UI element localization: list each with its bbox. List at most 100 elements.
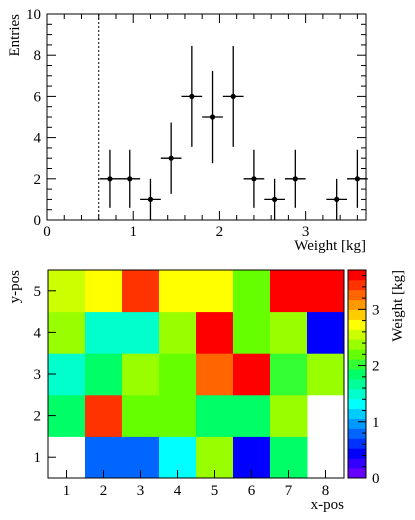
heatmap-cell bbox=[196, 311, 234, 354]
color-scale-label: Weight [kg] bbox=[390, 270, 406, 342]
color-scale-band bbox=[348, 319, 366, 330]
color-scale-band bbox=[348, 359, 366, 370]
heatmap-cells bbox=[48, 270, 345, 479]
color-scale-band bbox=[348, 438, 366, 449]
color-scale-band bbox=[348, 289, 366, 301]
top-x-tick-labels: 0 1 2 3 bbox=[43, 224, 309, 240]
color-scale-band bbox=[348, 339, 366, 350]
data-point bbox=[272, 196, 278, 202]
data-point bbox=[147, 196, 154, 202]
color-scale-tick-label: 2 bbox=[372, 359, 380, 375]
y-tick-label: 0 bbox=[34, 213, 42, 229]
color-scale-band bbox=[348, 279, 366, 291]
heatmap-frame bbox=[47, 269, 345, 479]
heatmap-cell bbox=[270, 394, 308, 437]
color-scale-band bbox=[348, 418, 366, 429]
color-scale-band bbox=[348, 329, 366, 340]
color-scale-band bbox=[348, 349, 366, 360]
data-point bbox=[189, 93, 195, 99]
top-plot-frame bbox=[46, 13, 367, 221]
data-point bbox=[292, 176, 298, 182]
color-scale-bands bbox=[348, 270, 366, 479]
heatmap-cell bbox=[270, 353, 308, 396]
y-tick-label: 4 bbox=[34, 131, 42, 147]
color-scale-band bbox=[348, 369, 366, 380]
heatmap-cell bbox=[159, 311, 197, 354]
x-tick-label: 1 bbox=[129, 224, 137, 240]
heatmap-x-tick-label: 7 bbox=[285, 483, 293, 499]
heatmap-ticks bbox=[48, 290, 326, 478]
x-tick-label: 3 bbox=[302, 224, 310, 240]
heatmap-cell bbox=[307, 270, 345, 313]
y-tick-label: 8 bbox=[34, 48, 42, 64]
color-scale-tick-label: 0 bbox=[372, 471, 380, 487]
color-scale-ticks bbox=[358, 275, 366, 479]
color-scale-band bbox=[348, 270, 366, 281]
top-y-tick-labels: 0 2 4 6 8 10 bbox=[26, 7, 42, 229]
error-bars bbox=[99, 45, 368, 220]
heatmap-x-axis-label: x-pos bbox=[311, 497, 344, 513]
heatmap-cell bbox=[85, 353, 123, 396]
y-tick-label: 6 bbox=[34, 89, 42, 105]
top-y-axis-label: Entries bbox=[7, 14, 23, 57]
heatmap-y-axis-label: y-pos bbox=[7, 270, 23, 303]
data-point bbox=[168, 155, 174, 161]
heatmap-cell bbox=[159, 353, 197, 396]
color-scale-tick-labels: 0 1 2 3 bbox=[372, 302, 380, 487]
color-scale-band bbox=[348, 428, 366, 439]
heatmap-cell bbox=[233, 353, 271, 396]
heatmap-cell bbox=[122, 311, 160, 354]
color-scale-tick-label: 1 bbox=[372, 415, 380, 431]
heatmap-y-tick-label: 2 bbox=[34, 409, 42, 425]
color-scale-band bbox=[348, 388, 366, 400]
data-points bbox=[107, 93, 360, 202]
heatmap-cell bbox=[307, 353, 345, 396]
heatmap-y-tick-label: 5 bbox=[34, 284, 42, 300]
data-point bbox=[251, 176, 257, 182]
color-scale-band bbox=[348, 468, 366, 479]
data-point bbox=[230, 93, 236, 99]
data-point bbox=[107, 176, 113, 182]
color-scale-band bbox=[348, 378, 366, 390]
color-scale-band bbox=[348, 408, 366, 419]
heatmap-cell bbox=[122, 270, 160, 313]
heatmap-x-tick-label: 4 bbox=[174, 483, 182, 499]
heatmap-cell bbox=[270, 270, 308, 313]
data-point bbox=[209, 114, 216, 120]
top-x-axis-label: Weight [kg] bbox=[294, 238, 366, 254]
color-scale-band bbox=[348, 448, 366, 459]
heatmap-x-tick-label: 5 bbox=[211, 483, 219, 499]
data-point bbox=[127, 176, 133, 182]
color-scale-tick-label: 3 bbox=[372, 302, 380, 318]
x-tick-label: 2 bbox=[216, 224, 224, 240]
heatmap-cell bbox=[196, 353, 234, 396]
data-point bbox=[334, 196, 340, 202]
histogram-panel: 0 1 2 3 0 2 4 6 8 10 Weight [kg] Entries bbox=[7, 7, 368, 254]
color-scale-band bbox=[348, 398, 366, 410]
heatmap-cell bbox=[159, 394, 197, 437]
color-scale-band bbox=[348, 299, 366, 311]
color-scale-band bbox=[348, 458, 366, 469]
heatmap-y-tick-label: 4 bbox=[34, 325, 42, 341]
heatmap-y-tick-label: 3 bbox=[34, 367, 42, 383]
heatmap-cell bbox=[85, 394, 123, 437]
heatmap-cell bbox=[233, 270, 271, 313]
color-scale: 0 1 2 3 Weight [kg] bbox=[347, 269, 406, 487]
heatmap-cell bbox=[233, 394, 271, 437]
heatmap-cell bbox=[196, 394, 234, 437]
heatmap-x-tick-label: 6 bbox=[248, 483, 256, 499]
heatmap-x-tick-label: 2 bbox=[100, 483, 108, 499]
x-tick-label: 0 bbox=[43, 224, 51, 240]
color-scale-band bbox=[348, 309, 366, 320]
heatmap-cell bbox=[85, 311, 123, 354]
heatmap-y-tick-labels: 1 2 3 4 5 bbox=[34, 284, 42, 466]
heatmap-x-tick-labels: 1 2 3 4 5 6 7 8 bbox=[63, 483, 330, 499]
heatmap-x-tick-label: 8 bbox=[322, 483, 330, 499]
y-tick-label: 2 bbox=[34, 172, 42, 188]
heatmap-panel: 1 2 3 4 5 6 7 8 1 2 3 4 5 x-pos y-pos bbox=[7, 269, 345, 513]
heatmap-x-tick-label: 1 bbox=[63, 483, 71, 499]
color-scale-frame bbox=[347, 269, 367, 479]
heatmap-cell bbox=[122, 394, 160, 437]
heatmap-cell bbox=[196, 270, 234, 313]
